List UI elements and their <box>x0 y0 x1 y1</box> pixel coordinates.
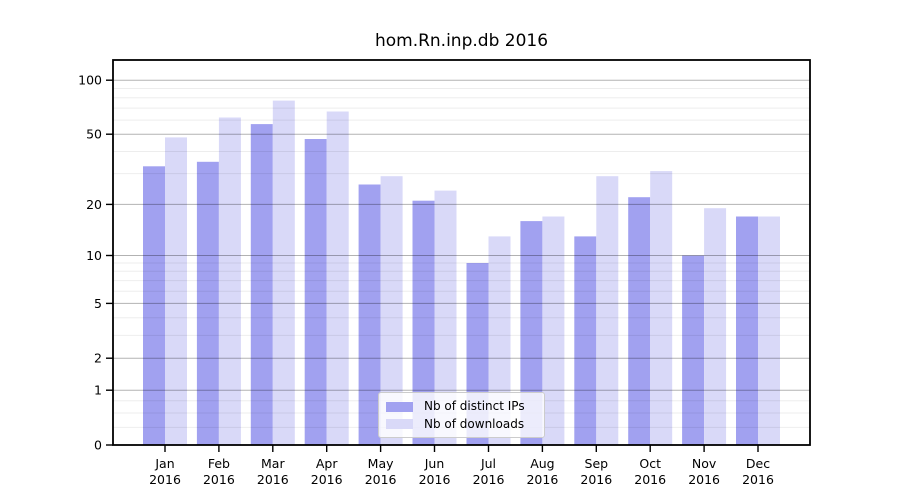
bar-s1-dec <box>758 216 780 445</box>
bar-s0-jun <box>412 200 435 445</box>
x-tick-label-month: Jun <box>424 456 445 471</box>
bar-s1-jun <box>434 190 457 445</box>
bar-s1-sep <box>596 176 619 445</box>
x-tick-label-year: 2016 <box>473 472 505 487</box>
ticks-layer <box>106 79 759 452</box>
x-tick-label-year: 2016 <box>526 472 558 487</box>
x-tick-label-year: 2016 <box>311 472 343 487</box>
legend-label-downloads: Nb of downloads <box>424 416 525 431</box>
x-tick-label-year: 2016 <box>149 472 181 487</box>
x-tick-label-month: Mar <box>261 456 285 471</box>
x-tick-label-year: 2016 <box>257 472 289 487</box>
bar-s1-may <box>380 176 403 445</box>
y-tick-label: 0 <box>94 438 102 453</box>
x-tick-label-month: Jan <box>154 456 174 471</box>
x-tick-label-year: 2016 <box>365 472 397 487</box>
x-tick-label-month: Aug <box>530 456 554 471</box>
x-tick-label-month: Nov <box>692 456 717 471</box>
legend-swatch-downloads <box>386 419 413 430</box>
bar-s0-sep <box>574 236 597 445</box>
legend-item-distinct-ips: Nb of distinct IPs <box>386 398 536 415</box>
x-tick-label-month: May <box>368 456 394 471</box>
y-tick-label: 10 <box>86 248 102 263</box>
chart-title: hom.Rn.inp.db 2016 <box>374 31 549 51</box>
axis-labels-layer: 0125102050100Jan2016Feb2016Mar2016Apr201… <box>78 73 774 487</box>
legend: Nb of distinct IPs Nb of downloads <box>378 392 545 438</box>
grid-layer <box>113 79 810 428</box>
x-tick-label-month: Dec <box>746 456 770 471</box>
y-tick-label: 50 <box>86 127 102 142</box>
y-tick-label: 5 <box>94 296 102 311</box>
y-tick-label: 100 <box>78 73 102 88</box>
bar-s0-jan <box>143 166 165 446</box>
bar-s0-dec <box>736 216 758 445</box>
x-tick-label-month: Feb <box>208 456 230 471</box>
y-tick-label: 20 <box>86 197 102 212</box>
bar-s1-jan <box>165 137 187 445</box>
x-tick-label-year: 2016 <box>580 472 612 487</box>
bar-s0-nov <box>682 255 705 445</box>
plot-border <box>112 59 811 446</box>
legend-label-distinct-ips: Nb of distinct IPs <box>424 399 525 414</box>
legend-swatch-distinct-ips <box>386 401 413 412</box>
x-tick-label-month: Oct <box>639 456 661 471</box>
legend-item-downloads: Nb of downloads <box>386 416 536 433</box>
bar-s1-oct <box>650 171 673 445</box>
bar-s0-mar <box>250 124 273 445</box>
bar-s0-aug <box>520 221 543 445</box>
bar-s1-aug <box>542 216 565 445</box>
bar-s0-may <box>358 184 381 445</box>
x-tick-label-year: 2016 <box>419 472 451 487</box>
x-tick-label-year: 2016 <box>688 472 720 487</box>
x-tick-label-month: Jul <box>480 456 496 471</box>
bar-s1-mar <box>272 100 295 445</box>
bar-s0-oct <box>628 197 651 445</box>
y-tick-label: 2 <box>94 351 102 366</box>
x-tick-label-month: Apr <box>316 456 338 471</box>
x-tick-label-year: 2016 <box>634 472 666 487</box>
bar-s0-feb <box>196 161 219 446</box>
x-tick-label-month: Sep <box>585 456 609 471</box>
bar-s1-nov <box>704 208 727 445</box>
bar-s1-apr <box>326 111 349 445</box>
bar-s1-feb <box>218 117 241 445</box>
x-tick-label-year: 2016 <box>742 472 774 487</box>
y-tick-label: 1 <box>94 383 102 398</box>
x-tick-label-year: 2016 <box>203 472 235 487</box>
bar-s0-apr <box>304 139 327 445</box>
